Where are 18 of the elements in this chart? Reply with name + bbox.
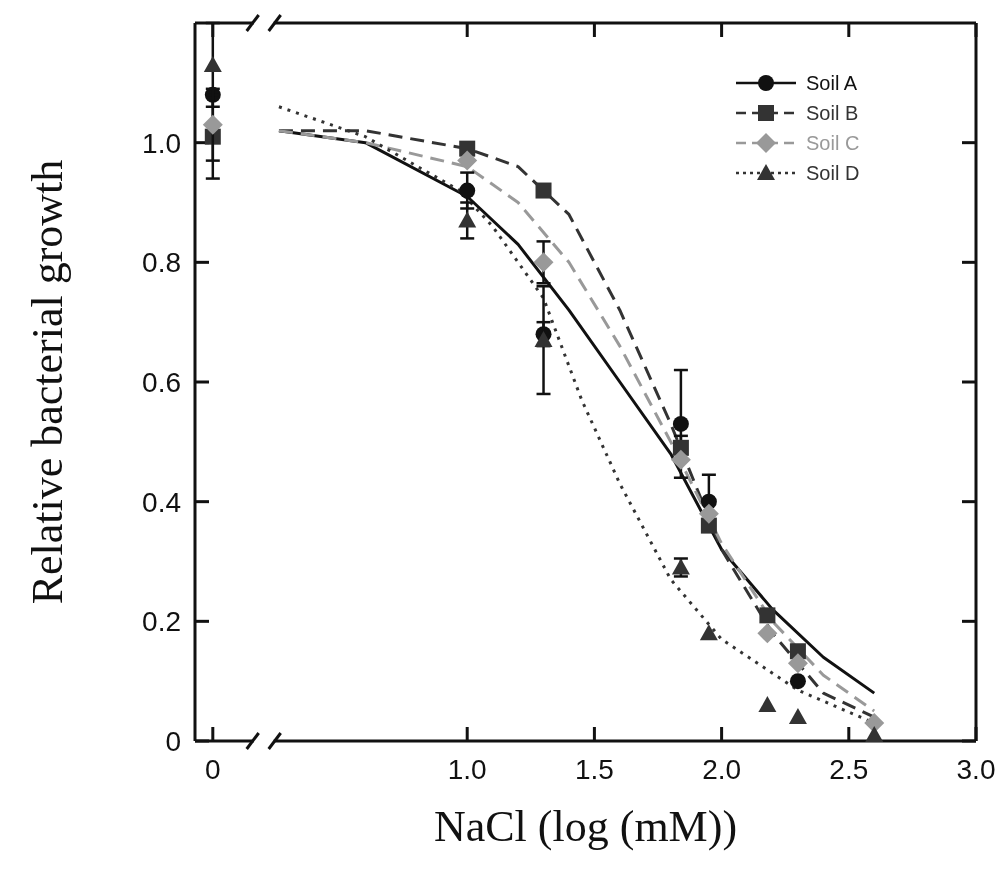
legend-label: Soil D [806, 162, 860, 184]
y-tick-label: 0 [165, 726, 181, 757]
x-tick-label: 0 [205, 754, 221, 785]
x-axis-title: NaCl (log (mM)) [433, 802, 738, 851]
legend-label: Soil A [806, 72, 858, 94]
x-tick-label: 2.0 [702, 754, 742, 785]
y-tick-label: 0.2 [142, 606, 181, 638]
y-tick-label: 0.4 [142, 486, 181, 518]
y-tick-label: 0.8 [142, 247, 181, 279]
x-tick-label: 1.5 [574, 754, 614, 785]
legend-label: Soil B [806, 102, 859, 124]
x-tick-label: 2.5 [829, 754, 869, 785]
y-axis-title: Relative bacterial growth [23, 159, 72, 605]
y-tick-label: 1.0 [142, 127, 181, 159]
legend-label: Soil C [806, 132, 860, 154]
y-tick-label: 0.6 [142, 367, 181, 398]
x-tick-label: 1.0 [447, 754, 487, 785]
x-tick-label: 3.0 [956, 754, 996, 785]
